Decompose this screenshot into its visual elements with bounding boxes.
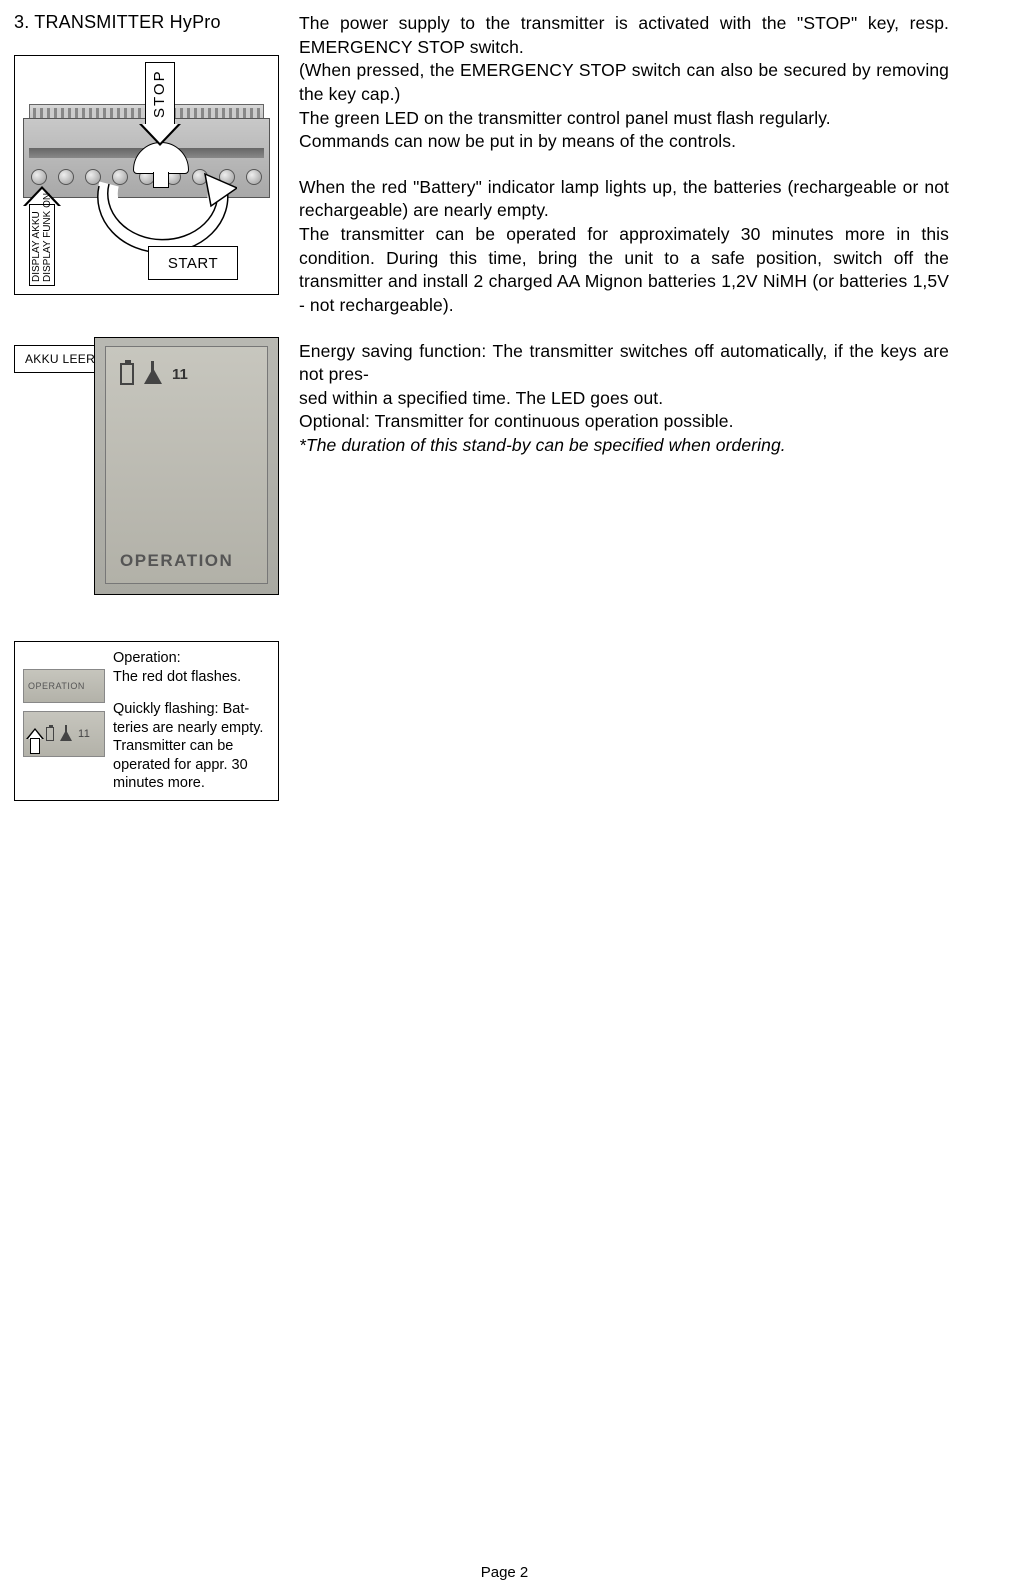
stop-label: STOP (151, 58, 168, 118)
device-knob (31, 169, 47, 185)
antenna-icon (60, 727, 72, 741)
start-curve-arrow-icon (89, 166, 237, 256)
start-label-box: START (148, 246, 238, 280)
paragraph: Commands can now be put in by means of t… (299, 130, 949, 154)
battery-icon (120, 363, 134, 385)
battery-icon (46, 727, 54, 741)
figure-legend: OPERATION 11 Operation: (14, 641, 279, 801)
legend-line: The red dot flashes. (113, 668, 263, 687)
figure-display: AKKU LEER 11 OPERATION (14, 337, 279, 597)
paragraph: Energy saving function: The transmitter … (299, 340, 949, 387)
thumb-operation-label: OPERATION (28, 681, 85, 691)
thumb-battery: 11 (23, 711, 105, 757)
section-heading: 3. TRANSMITTER HyPro (14, 12, 279, 33)
paragraph-note: *The duration of this stand-by can be sp… (299, 434, 949, 458)
legend-line: Quickly flashing: Bat- (113, 700, 263, 719)
paragraph: When the red "Battery" indicator lamp li… (299, 176, 949, 223)
legend-line: Operation: (113, 649, 263, 668)
display-panel: 11 OPERATION (94, 337, 279, 595)
paragraph: The green LED on the transmitter control… (299, 107, 949, 131)
channel-number: 11 (172, 366, 188, 383)
page-number: Page 2 (0, 1564, 1009, 1581)
antenna-icon (144, 364, 162, 384)
legend-line: teries are nearly empty. (113, 719, 263, 738)
display-arrow-icon: DISPLAY AKKU DISPLAY FUNK ON (25, 186, 59, 286)
stop-arrow-icon: STOP (145, 62, 175, 140)
display-akku-label: DISPLAY AKKU (31, 211, 42, 282)
paragraph: (When pressed, the EMERGENCY STOP switch… (299, 59, 949, 106)
akku-leer-label: AKKU LEER (25, 352, 95, 366)
body-text: The power supply to the transmitter is a… (299, 12, 949, 801)
paragraph: Optional: Transmitter for continuous ope… (299, 410, 949, 434)
paragraph: The transmitter can be operated for appr… (299, 223, 949, 318)
display-funk-label: DISPLAY FUNK ON (42, 193, 53, 282)
legend-line: Transmitter can be (113, 737, 263, 756)
paragraph: The power supply to the transmitter is a… (299, 12, 949, 59)
operation-label: OPERATION (120, 551, 253, 571)
legend-line: operated for appr. 30 (113, 756, 263, 775)
figure-transmitter: STOP START DISPLAY AKKU DISPLAY FUNK ON (14, 55, 279, 295)
legend-line: minutes more. (113, 774, 263, 793)
thumb-channel: 11 (78, 728, 90, 740)
paragraph: sed within a specified time. The LED goe… (299, 387, 949, 411)
device-knob (58, 169, 74, 185)
up-arrow-icon (28, 728, 42, 754)
start-label: START (168, 255, 218, 272)
thumb-operation: OPERATION (23, 669, 105, 703)
device-knob (246, 169, 262, 185)
